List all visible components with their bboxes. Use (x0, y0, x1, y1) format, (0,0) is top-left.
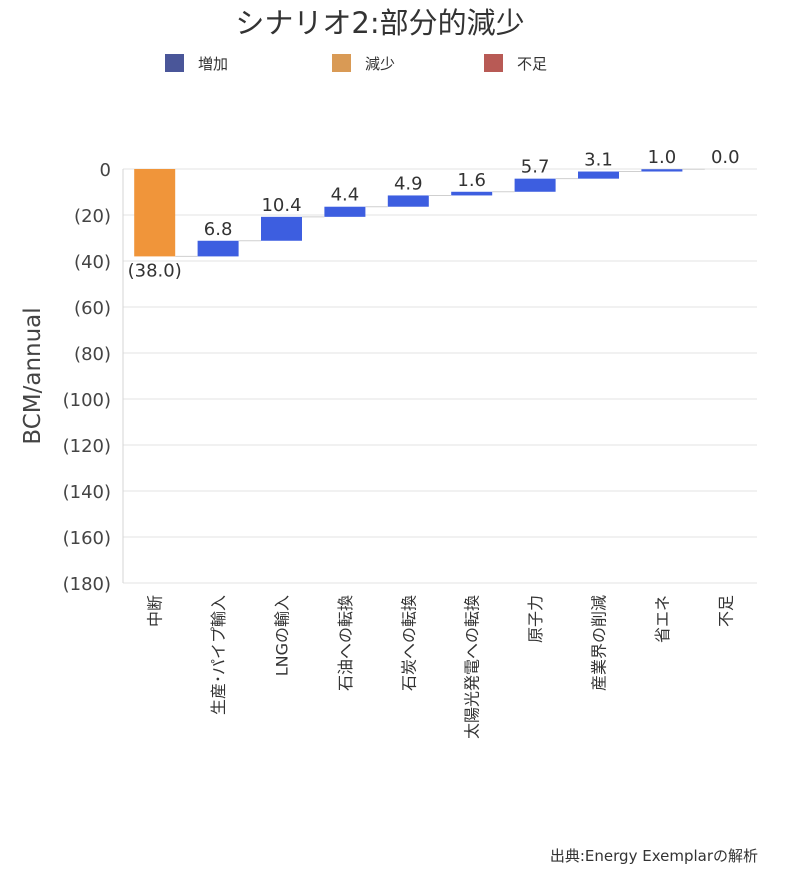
legend-item: 増加 (165, 53, 228, 73)
grid-lines (122, 168, 757, 584)
y-tick-label: (60) (74, 298, 111, 319)
data-label: 6.8 (204, 219, 233, 240)
y-tick-label: (100) (63, 390, 111, 411)
y-tick-label: (140) (63, 482, 111, 503)
x-tick-label: 不足 (716, 595, 735, 627)
bar (514, 178, 556, 192)
chart-title: シナリオ2:部分的減少 (235, 6, 524, 40)
bar (134, 169, 176, 257)
data-label: 10.4 (261, 195, 301, 216)
legend-swatch (165, 54, 184, 72)
data-label: 4.9 (394, 173, 423, 194)
legend-item: 不足 (484, 53, 547, 73)
y-tick-label: (40) (74, 252, 111, 273)
y-tick-label: (20) (74, 206, 111, 227)
x-tick-label: 石油への転換 (336, 595, 355, 691)
data-label: 3.1 (584, 150, 613, 171)
connectors (175, 168, 705, 257)
x-tick-label: 太陽光発電への転換 (463, 595, 482, 739)
y-axis-label: BCM/annual (20, 307, 46, 444)
legend-swatch (332, 54, 351, 72)
data-label: 4.4 (331, 185, 360, 206)
y-axis: 0 (20) (40) (60) (80) (100) (120) (140) (160) (18… (63, 160, 111, 595)
x-tick-label: LNGの輸入 (273, 595, 292, 676)
x-tick-label: 生産･パイプ輸入 (209, 595, 228, 715)
bar (261, 216, 302, 241)
x-tick-label: 石炭への転換 (399, 595, 418, 691)
legend-label: 減少 (365, 54, 396, 73)
legend-label: 増加 (198, 54, 229, 73)
y-tick-label: (180) (63, 574, 111, 595)
x-axis: 中断 生産･パイプ輸入 LNGの輸入 石油への転換 石炭への転換 太陽光発電への転換 原子力… (146, 595, 736, 739)
bar (387, 195, 429, 207)
legend-label: 不足 (517, 54, 548, 73)
bar (641, 169, 683, 172)
data-labels: (38.0) 6.8 10.4 4.4 4.9 1.6 5.7 3.1 1.0 0.0 (128, 147, 740, 281)
data-label: 1.6 (457, 170, 486, 191)
bar (197, 240, 239, 257)
legend-swatch (484, 54, 503, 72)
source-note: 出典:Energy Exemplarの解析 (549, 847, 758, 865)
x-tick-label: 中断 (146, 595, 165, 627)
x-tick-label: 省エネ (653, 595, 672, 643)
data-label: 0.0 (711, 147, 740, 168)
bar (451, 191, 493, 196)
bars (134, 169, 683, 257)
data-label: 1.0 (648, 147, 677, 168)
legend-item: 減少 (332, 53, 395, 73)
y-tick-label: (120) (63, 436, 111, 457)
bar (324, 206, 366, 217)
data-label: (38.0) (128, 260, 182, 281)
bar (578, 171, 619, 179)
data-label: 5.7 (521, 157, 550, 178)
y-tick-label: 0 (100, 160, 111, 181)
y-tick-label: (160) (63, 528, 111, 549)
x-tick-label: 原子力 (526, 595, 545, 643)
y-tick-label: (80) (74, 344, 111, 365)
x-tick-label: 産業界の削減 (590, 595, 609, 691)
